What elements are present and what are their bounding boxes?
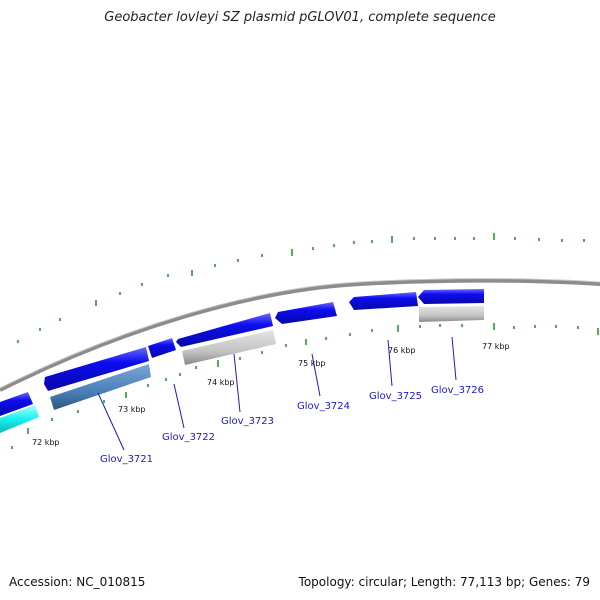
scale-label-77: 77 kbp <box>482 342 510 351</box>
scale-label-73: 73 kbp <box>118 405 146 414</box>
gene-label-glov-3723[interactable]: Glov_3723 <box>221 416 274 427</box>
gene-arrow-fwd-4[interactable] <box>176 313 273 347</box>
outer-tick-ring <box>17 233 585 343</box>
gene-label-glov-3724[interactable]: Glov_3724 <box>297 401 350 412</box>
scale-label-72: 72 kbp <box>32 438 60 447</box>
inner-tick-ring <box>11 323 599 449</box>
map-title: Geobacter lovleyi SZ plasmid pGLOV01, co… <box>104 10 496 25</box>
gene-arrow-fwd-3[interactable] <box>148 338 176 358</box>
gene-arrow-cyan[interactable] <box>0 405 39 433</box>
scale-label-75: 75 kbp <box>298 359 326 368</box>
scale-label-76: 76 kbp <box>388 346 416 355</box>
gene-arrow-fwd-2[interactable] <box>44 347 149 391</box>
gene-label-glov-3725[interactable]: Glov_3725 <box>369 391 422 402</box>
scale-label-74: 74 kbp <box>207 378 235 387</box>
gene-arrow-fwd-7[interactable] <box>418 289 484 304</box>
accession-label: Accession: NC_010815 <box>9 575 146 589</box>
gene-arrow-gray-1[interactable] <box>182 330 276 365</box>
gene-labels: Glov_3721 Glov_3722 Glov_3723 Glov_3724 … <box>100 385 484 465</box>
scale-labels: 72 kbp 73 kbp 74 kbp 75 kbp 76 kbp 77 kb… <box>32 342 510 447</box>
gene-label-glov-3722[interactable]: Glov_3722 <box>162 432 215 443</box>
backbone-arc <box>0 278 600 392</box>
gene-arrow-fwd-5[interactable] <box>275 302 337 324</box>
gene-label-glov-3726[interactable]: Glov_3726 <box>431 385 484 396</box>
reverse-strand-genes <box>0 306 484 433</box>
gene-leader-lines <box>97 336 457 451</box>
gene-arrow-fwd-1[interactable] <box>0 392 33 416</box>
forward-strand-genes <box>0 289 484 416</box>
gene-label-glov-3721[interactable]: Glov_3721 <box>100 454 153 465</box>
gene-arrow-fwd-6[interactable] <box>349 292 418 310</box>
gene-arrow-gray-2[interactable] <box>419 306 484 322</box>
gene-arrow-steel[interactable] <box>50 364 151 410</box>
topology-summary: Topology: circular; Length: 77,113 bp; G… <box>298 575 590 589</box>
